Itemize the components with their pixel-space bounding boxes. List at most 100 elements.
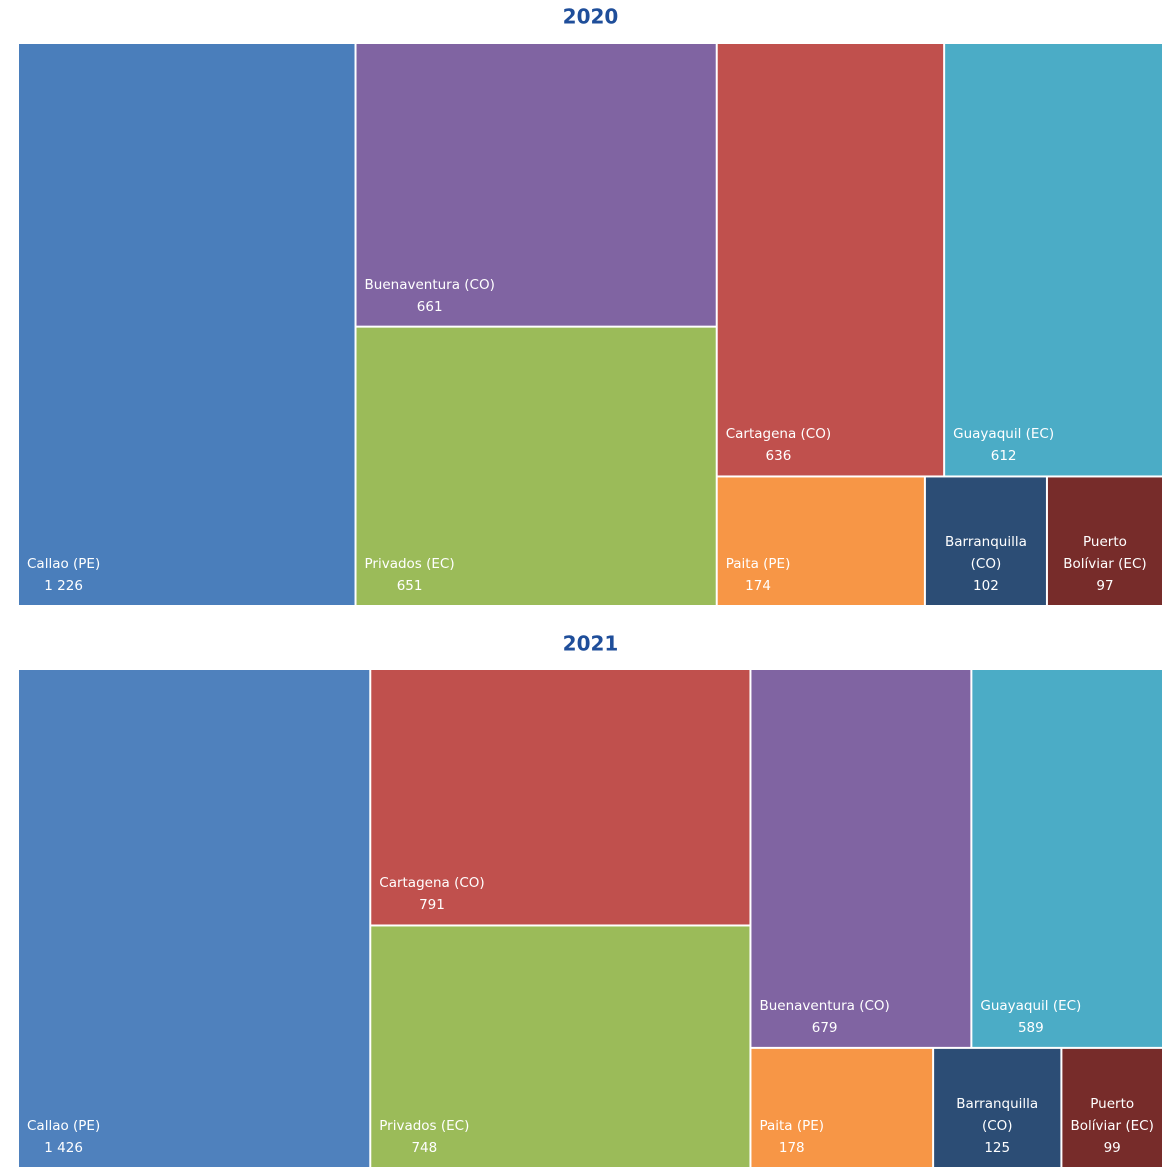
tile: Cartagena (CO) 636 (717, 44, 944, 476)
tile-rect (356, 44, 716, 326)
tile-value: 1 426 (44, 1140, 83, 1156)
tile-label-box: Cartagena (CO) 791 (371, 670, 749, 924)
tile-label-box: Barranquilla (CO) 125 (934, 1049, 1060, 1167)
tile-label-box: Puerto Bolíviar (EC) 99 (1062, 1049, 1162, 1167)
tile-label: Privados (EC) 651 (357, 328, 716, 605)
tile-value: 125 (984, 1139, 1011, 1156)
tile: Barranquilla (CO) 125 (934, 1048, 1061, 1167)
tile-rect (1062, 1048, 1162, 1167)
tile-label: Guayaquil (EC) 612 (945, 44, 1162, 475)
tile-rect (717, 477, 924, 605)
tile-label: Puerto Bolíviar (EC) 97 (1048, 477, 1162, 605)
tile-label-inner: Callao (PE) 1 426 (27, 1115, 100, 1159)
tile: Guayaquil (EC) 589 (972, 670, 1162, 1047)
tile-value: 174 (745, 577, 771, 594)
tile: Buenaventura (CO) 661 (356, 44, 716, 326)
tile-rect (972, 670, 1162, 1047)
tile-name: Paita (PE) (759, 1117, 825, 1134)
tile-label-box: Guayaquil (EC) 589 (972, 670, 1162, 1047)
tile-label-inner: Cartagena (CO) 636 (726, 423, 831, 467)
chart-title: 2021 (563, 632, 619, 656)
tile-label-box: Privados (EC) 651 (357, 328, 716, 605)
tile-label-box: Puerto Bolíviar (EC) 97 (1048, 477, 1162, 605)
tile-value: 1 226 (44, 578, 83, 594)
tile: Paita (PE) 174 (717, 477, 924, 605)
tile-name: Guayaquil (EC) (980, 997, 1082, 1014)
tile: Callao (PE) 1 226 (19, 44, 355, 605)
tile-label: Buenaventura (CO) 679 (751, 670, 970, 1047)
tile-rect (751, 670, 971, 1047)
tile-rect (356, 327, 716, 605)
tile-name: Puerto Bolíviar (EC) (1063, 533, 1147, 572)
tile: Guayaquil (EC) 612 (945, 44, 1162, 476)
tile-label-inner: Guayaquil (EC) 612 (953, 423, 1054, 467)
tile-rect (751, 1048, 933, 1167)
tile-rect (19, 44, 355, 605)
tile-label: Barranquilla (CO) 102 (926, 477, 1046, 605)
tile-value: 102 (973, 577, 999, 594)
tile-label: Callao (PE) 1 226 (19, 44, 355, 605)
tile-value: 748 (411, 1139, 438, 1156)
tile-name: Callao (PE) (27, 1118, 101, 1134)
tile-label-inner: Privados (EC) 748 (379, 1115, 469, 1159)
tile-label-inner: Guayaquil (EC) 589 (980, 995, 1081, 1039)
tile: Puerto Bolíviar (EC) 97 (1047, 477, 1162, 605)
tile-label-inner: Callao (PE) 1 226 (27, 553, 100, 597)
tile: Privados (EC) 748 (371, 926, 750, 1167)
tile-label-box: Callao (PE) 1 426 (27, 1115, 100, 1159)
tile: Buenaventura (CO) 679 (751, 670, 971, 1047)
tile-name: Paita (PE) (725, 555, 791, 572)
tile-label-box: Buenaventura (CO) 679 (751, 670, 970, 1047)
tile-name: Cartagena (CO) (379, 875, 485, 892)
tile-value: 97 (1096, 577, 1114, 594)
tile-label-inner: Buenaventura (CO) 661 (365, 274, 495, 318)
tile-name: Guayaquil (EC) (953, 426, 1055, 443)
tile: Callao (PE) 1 426 (19, 670, 370, 1167)
tile-rect (1047, 477, 1162, 605)
tile-label: Privados (EC) 748 (371, 926, 749, 1167)
tile: Puerto Bolíviar (EC) 99 (1062, 1048, 1162, 1167)
tile-name: Barranquilla (CO) (944, 533, 1027, 572)
tile-label: Cartagena (CO) 636 (718, 44, 943, 475)
tile-label-box: Cartagena (CO) 636 (718, 44, 943, 475)
tile-label: Guayaquil (EC) 589 (972, 670, 1162, 1047)
tile-label: Cartagena (CO) 791 (371, 670, 749, 924)
tile-label-inner: Privados (EC) 651 (365, 553, 455, 597)
tile-label: Puerto Bolíviar (EC) 99 (1062, 1049, 1162, 1167)
tile-label-inner: Puerto Bolíviar (EC) 99 (1070, 1093, 1154, 1159)
tile-value: 791 (419, 897, 445, 914)
tile-value: 99 (1103, 1139, 1121, 1156)
chart-title: 2020 (563, 5, 619, 29)
tile-name: Callao (PE) (27, 556, 101, 572)
tile-name: Privados (EC) (364, 555, 455, 572)
tile-label-box: Paita (PE) 174 (726, 553, 791, 597)
tile-name: Privados (EC) (379, 1117, 470, 1134)
tile-rect (371, 926, 750, 1167)
tile-label: Buenaventura (CO) 661 (357, 44, 716, 326)
tile-label-inner: Buenaventura (CO) 679 (759, 995, 889, 1039)
tile-rect (19, 670, 370, 1167)
tile-name: Cartagena (CO) (725, 426, 832, 443)
tile-value: 636 (765, 448, 792, 465)
tile-name: Puerto Bolíviar (EC) (1070, 1095, 1154, 1134)
tile-value: 651 (396, 577, 423, 594)
tile-value: 589 (1017, 1019, 1044, 1036)
tile-name: Buenaventura (CO) (364, 276, 495, 293)
tile: Barranquilla (CO) 102 (925, 477, 1046, 605)
tile: Paita (PE) 178 (751, 1048, 933, 1167)
tile-label: Barranquilla (CO) 125 (934, 1049, 1060, 1167)
tile-label-inner: Puerto Bolíviar (EC) 97 (1056, 531, 1154, 597)
tile-value: 679 (811, 1019, 838, 1036)
tile-label-box: Privados (EC) 748 (371, 926, 749, 1167)
tile-rect (717, 44, 944, 476)
tile-label-inner: Paita (PE) 174 (726, 553, 791, 597)
tile-label-box: Buenaventura (CO) 661 (357, 44, 716, 326)
tile-value: 612 (990, 448, 1017, 465)
tile-label-inner: Cartagena (CO) 791 (379, 872, 484, 916)
tile-rect (945, 44, 1162, 476)
tile-value: 661 (416, 298, 443, 315)
tile: Privados (EC) 651 (356, 327, 716, 605)
tile: Cartagena (CO) 791 (371, 670, 750, 925)
tile-label: Paita (PE) 178 (751, 1049, 932, 1167)
